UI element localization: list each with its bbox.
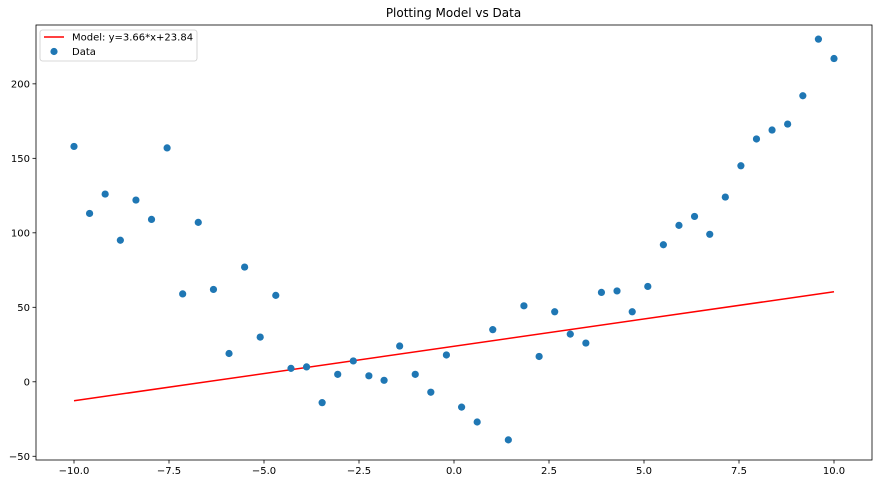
y-tick-label: −50 [9, 452, 30, 463]
model-line [73, 291, 835, 402]
data-point [690, 212, 699, 221]
data-point [302, 363, 311, 371]
y-tick-label: 200 [11, 79, 30, 90]
data-point [334, 370, 342, 378]
data-point [349, 357, 357, 365]
data-point [272, 291, 280, 299]
y-tick-label: 0 [24, 377, 30, 388]
data-point [163, 144, 171, 152]
data-point [396, 342, 404, 350]
y-tick-label: 50 [17, 303, 30, 314]
data-point [799, 92, 807, 100]
x-tick-label: −2.5 [347, 466, 371, 477]
data-point [194, 218, 202, 226]
data-point [644, 282, 652, 291]
legend: Model: y=3.66*x+23.84 Data [39, 29, 198, 62]
data-point [784, 120, 792, 128]
data-point [752, 135, 761, 143]
data-point [582, 339, 590, 347]
data-point [101, 190, 109, 198]
legend-marker-swatch [50, 47, 58, 56]
x-tick-label: −7.5 [157, 466, 181, 477]
data-point [427, 388, 435, 396]
x-tick-label: −5.0 [252, 466, 276, 477]
data-point [70, 142, 78, 151]
data-point [504, 436, 512, 444]
y-tick-label: 150 [11, 154, 30, 165]
data-point [287, 364, 295, 372]
data-point [365, 372, 373, 380]
data-point [256, 333, 264, 341]
data-point [179, 290, 187, 298]
data-point [411, 370, 419, 378]
x-tick-label: 7.5 [731, 466, 747, 477]
data-point [628, 308, 636, 316]
data-point [659, 241, 667, 249]
data-point [380, 376, 388, 384]
data-point [442, 351, 450, 359]
y-tick-label: 100 [11, 228, 30, 239]
data-point [597, 288, 606, 297]
data-point [132, 196, 140, 204]
x-tick-label: −10.0 [59, 466, 90, 477]
data-point [473, 418, 481, 426]
data-point [147, 215, 156, 224]
data-point [458, 403, 466, 411]
legend-label: Model: y=3.66*x+23.84 [72, 33, 193, 44]
data-point [209, 285, 218, 294]
data-point [225, 349, 233, 358]
data-point [318, 399, 326, 407]
data-point [551, 308, 559, 316]
axes-frame [35, 24, 873, 461]
data-point [116, 236, 124, 244]
data-point [85, 209, 94, 218]
data-point [737, 162, 745, 170]
data-point [535, 352, 543, 361]
data-point [241, 263, 249, 271]
plot-area: −10.0 −7.5 −5.0 −2.5 0.0 2.5 5.0 7.5 10.0 −50 0 50 1… [9, 24, 873, 477]
x-tick-label: 5.0 [636, 466, 652, 477]
data-point [566, 330, 574, 338]
x-tick-label: 0.0 [446, 466, 462, 477]
data-point [814, 35, 823, 43]
data-point [706, 230, 714, 238]
data-point [721, 193, 729, 201]
data-point [489, 326, 497, 334]
data-point [768, 126, 776, 134]
legend-label: Data [72, 47, 96, 58]
chart-title: Plotting Model vs Data [386, 6, 521, 20]
data-point [520, 302, 528, 310]
legend-box [39, 29, 198, 62]
x-tick-label: 10.0 [823, 466, 845, 477]
data-point [830, 54, 838, 63]
data-point [613, 287, 621, 295]
data-point [675, 221, 683, 229]
x-tick-label: 2.5 [541, 466, 557, 477]
